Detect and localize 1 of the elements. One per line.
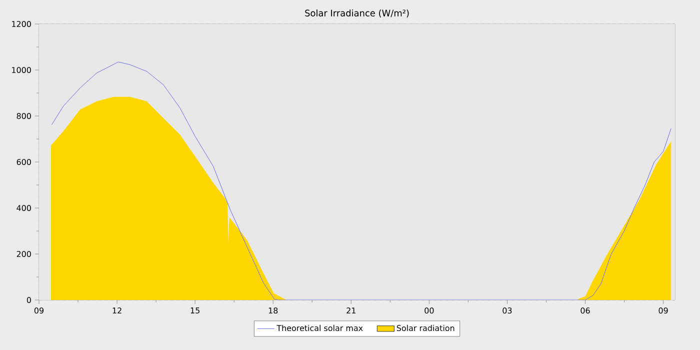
chart-title: Solar Irradiance (W/m²) xyxy=(305,10,409,18)
